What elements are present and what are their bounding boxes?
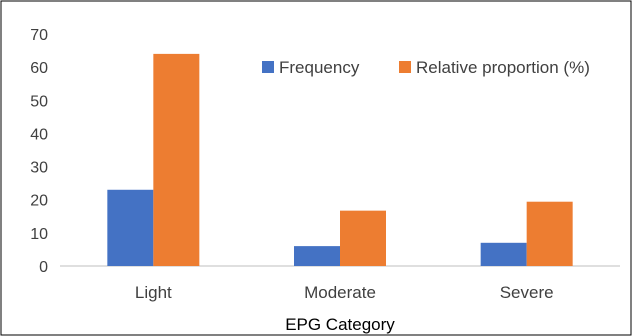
legend-swatch (262, 61, 274, 73)
legend-label: Frequency (279, 58, 360, 77)
category-label: Light (135, 283, 172, 302)
y-tick-label: 60 (30, 60, 48, 77)
y-tick-label: 40 (30, 126, 48, 143)
bar-frequency-severe (480, 242, 527, 266)
bars (107, 53, 573, 267)
y-tick-label: 0 (39, 259, 48, 276)
y-tick-label: 10 (30, 226, 48, 243)
bar-relative-proportion-moderate (340, 210, 386, 266)
bar-frequency-light (107, 189, 154, 266)
y-tick-label: 20 (30, 193, 48, 210)
bar-relative-proportion-severe (526, 201, 573, 266)
bar-frequency-moderate (294, 246, 340, 266)
legend-label: Relative proportion (%) (416, 58, 590, 77)
legend-swatch (399, 61, 411, 73)
x-axis-title: EPG Category (285, 315, 395, 334)
legend: Frequency Relative proportion (%) (262, 58, 590, 77)
category-label: Moderate (304, 283, 376, 302)
category-label: Severe (500, 283, 554, 302)
y-tick-label: 50 (30, 93, 48, 110)
category-labels: Light Moderate Severe (135, 283, 554, 302)
y-tick-label: 70 (30, 27, 48, 44)
y-tick-label: 30 (30, 160, 48, 177)
bar-relative-proportion-light (153, 53, 200, 267)
y-axis-ticks: 0 10 20 30 40 50 60 70 (30, 27, 48, 276)
